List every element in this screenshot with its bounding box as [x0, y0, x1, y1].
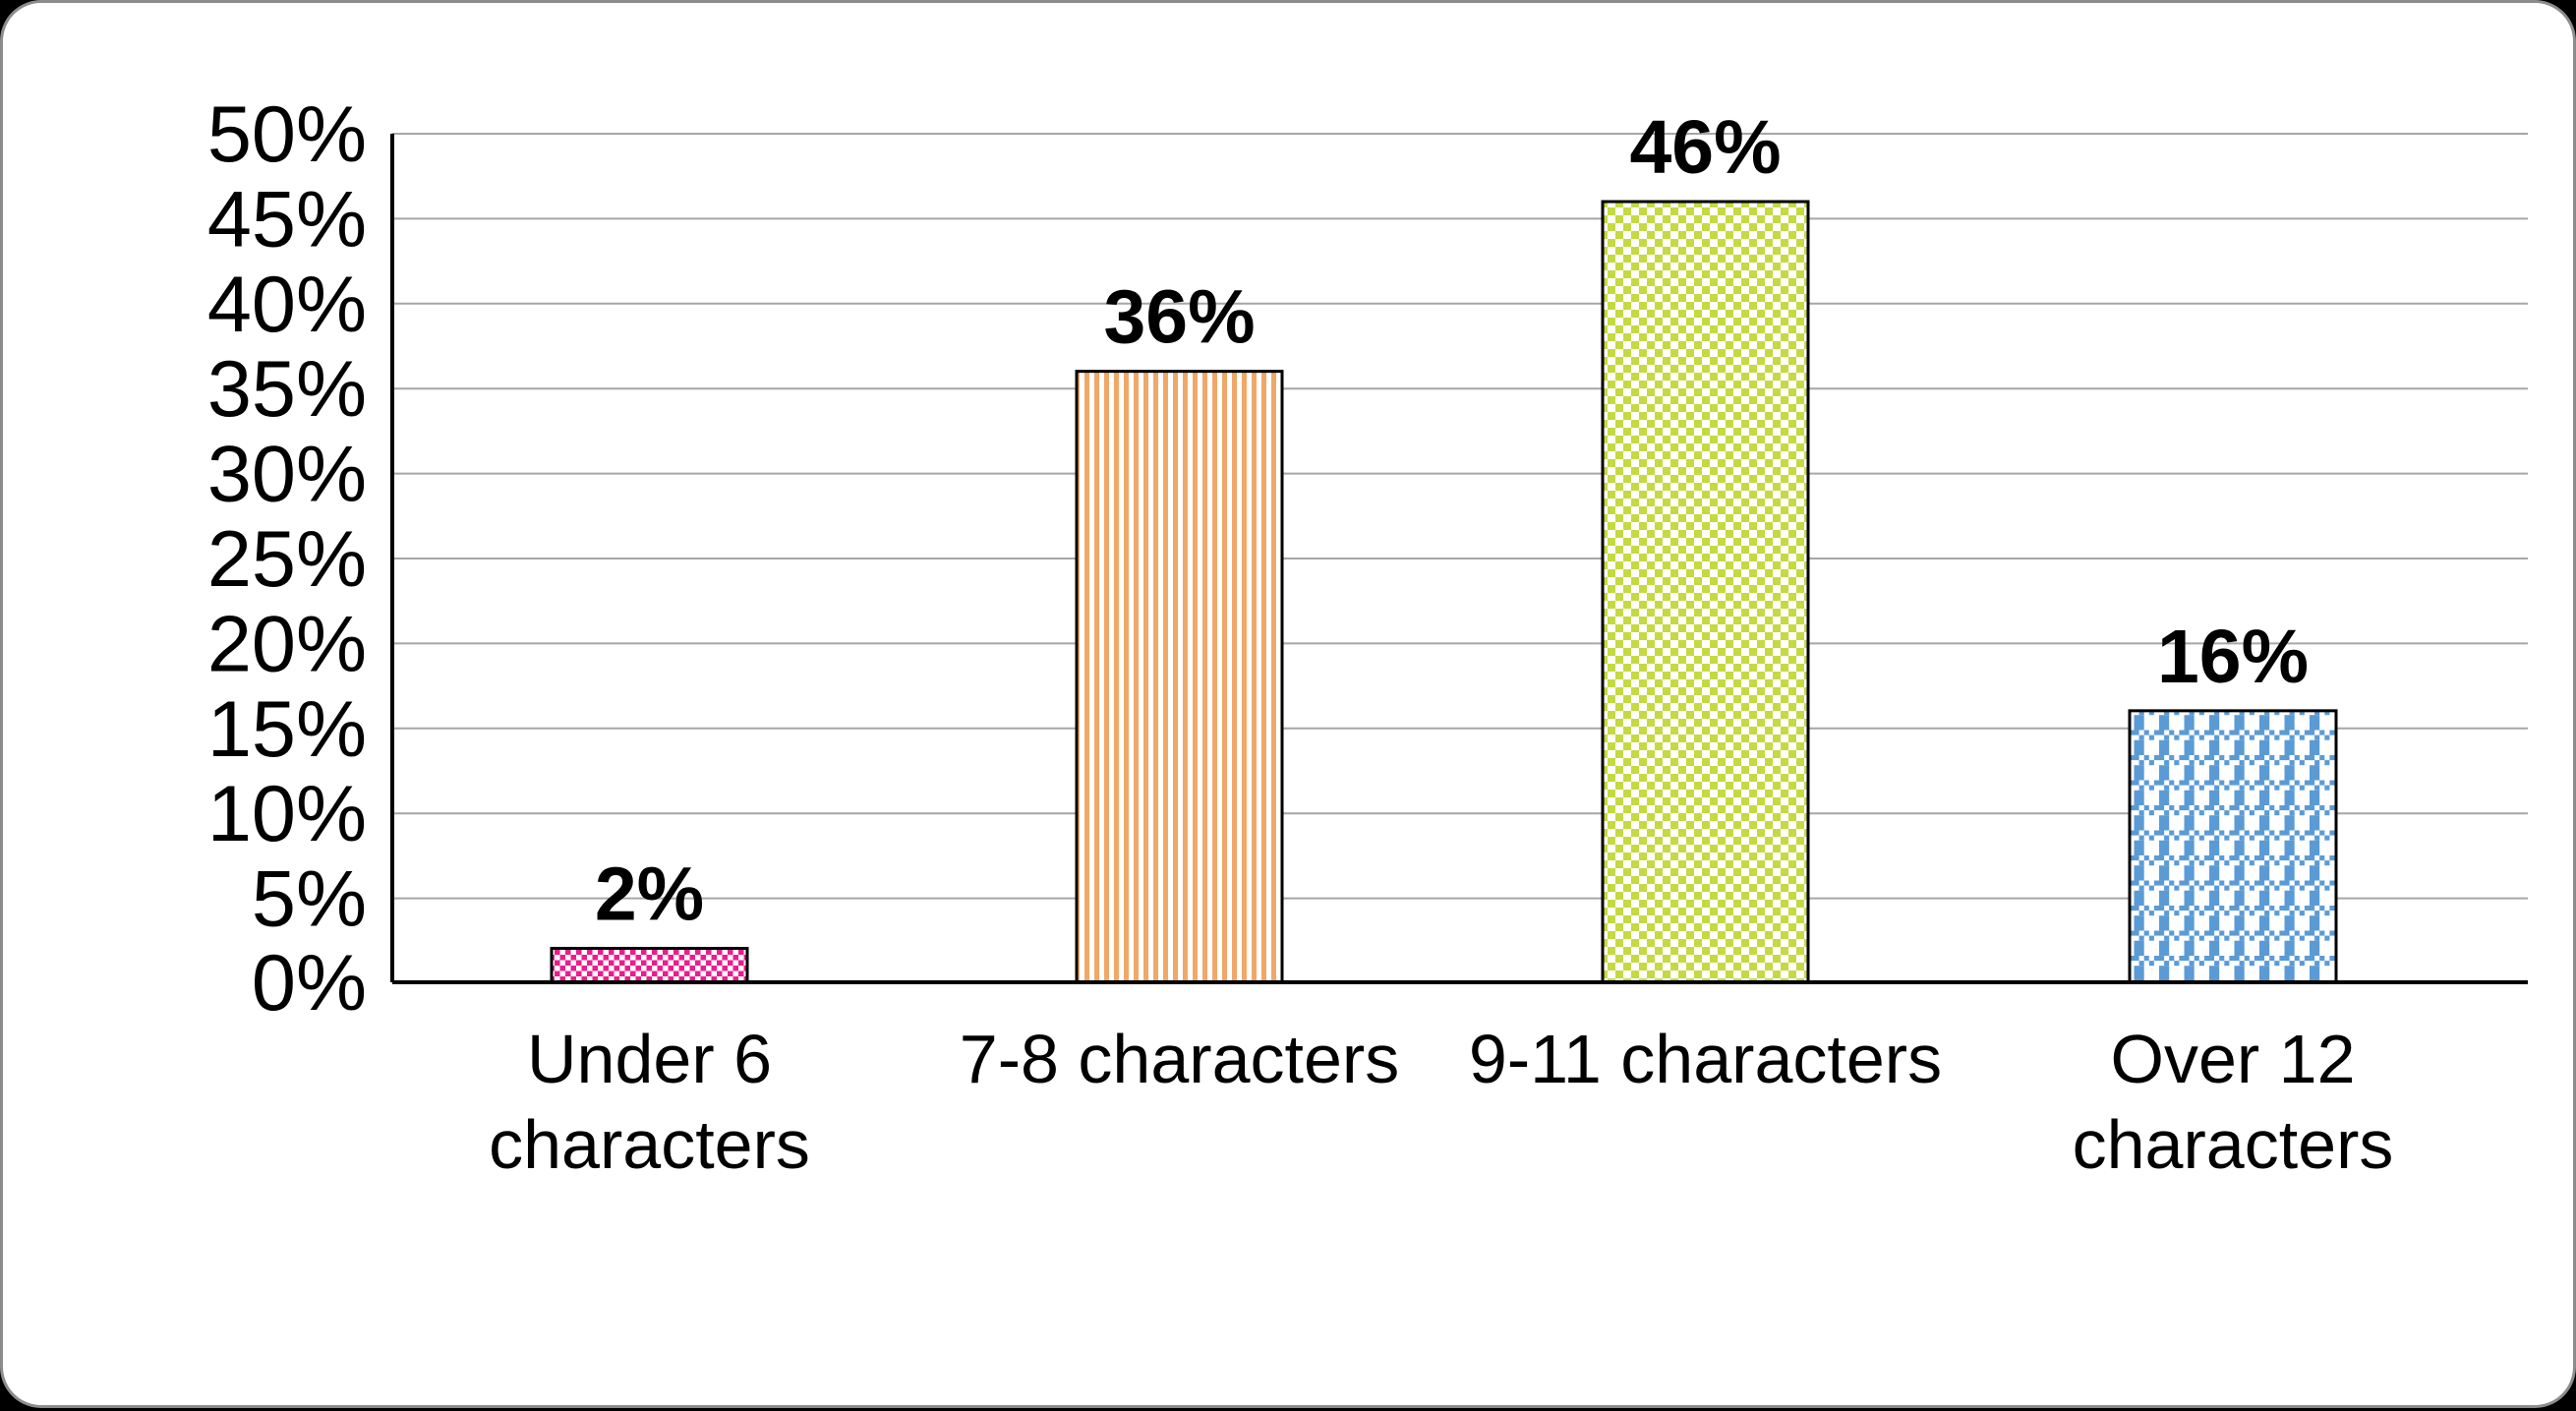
svg-text:20%: 20%	[207, 600, 367, 688]
svg-text:30%: 30%	[207, 431, 367, 519]
svg-text:characters: characters	[489, 1106, 810, 1183]
svg-text:2%: 2%	[595, 852, 704, 936]
svg-text:35%: 35%	[207, 345, 367, 434]
svg-text:15%: 15%	[207, 685, 367, 774]
svg-text:9-11 characters: 9-11 characters	[1469, 1021, 1942, 1097]
svg-text:36%: 36%	[1103, 275, 1255, 360]
svg-text:0%: 0%	[252, 939, 367, 1028]
svg-text:50%: 50%	[207, 90, 367, 179]
svg-text:16%: 16%	[2157, 615, 2309, 699]
svg-text:40%: 40%	[207, 261, 367, 349]
svg-text:25%: 25%	[207, 515, 367, 604]
svg-text:7-8 characters: 7-8 characters	[960, 1021, 1399, 1097]
svg-text:10%: 10%	[207, 770, 367, 858]
svg-text:Under 6: Under 6	[527, 1021, 772, 1097]
svg-text:characters: characters	[2073, 1106, 2394, 1183]
svg-text:46%: 46%	[1629, 105, 1781, 190]
svg-text:Over 12: Over 12	[2111, 1021, 2356, 1097]
svg-text:5%: 5%	[252, 855, 367, 944]
svg-text:45%: 45%	[207, 175, 367, 264]
